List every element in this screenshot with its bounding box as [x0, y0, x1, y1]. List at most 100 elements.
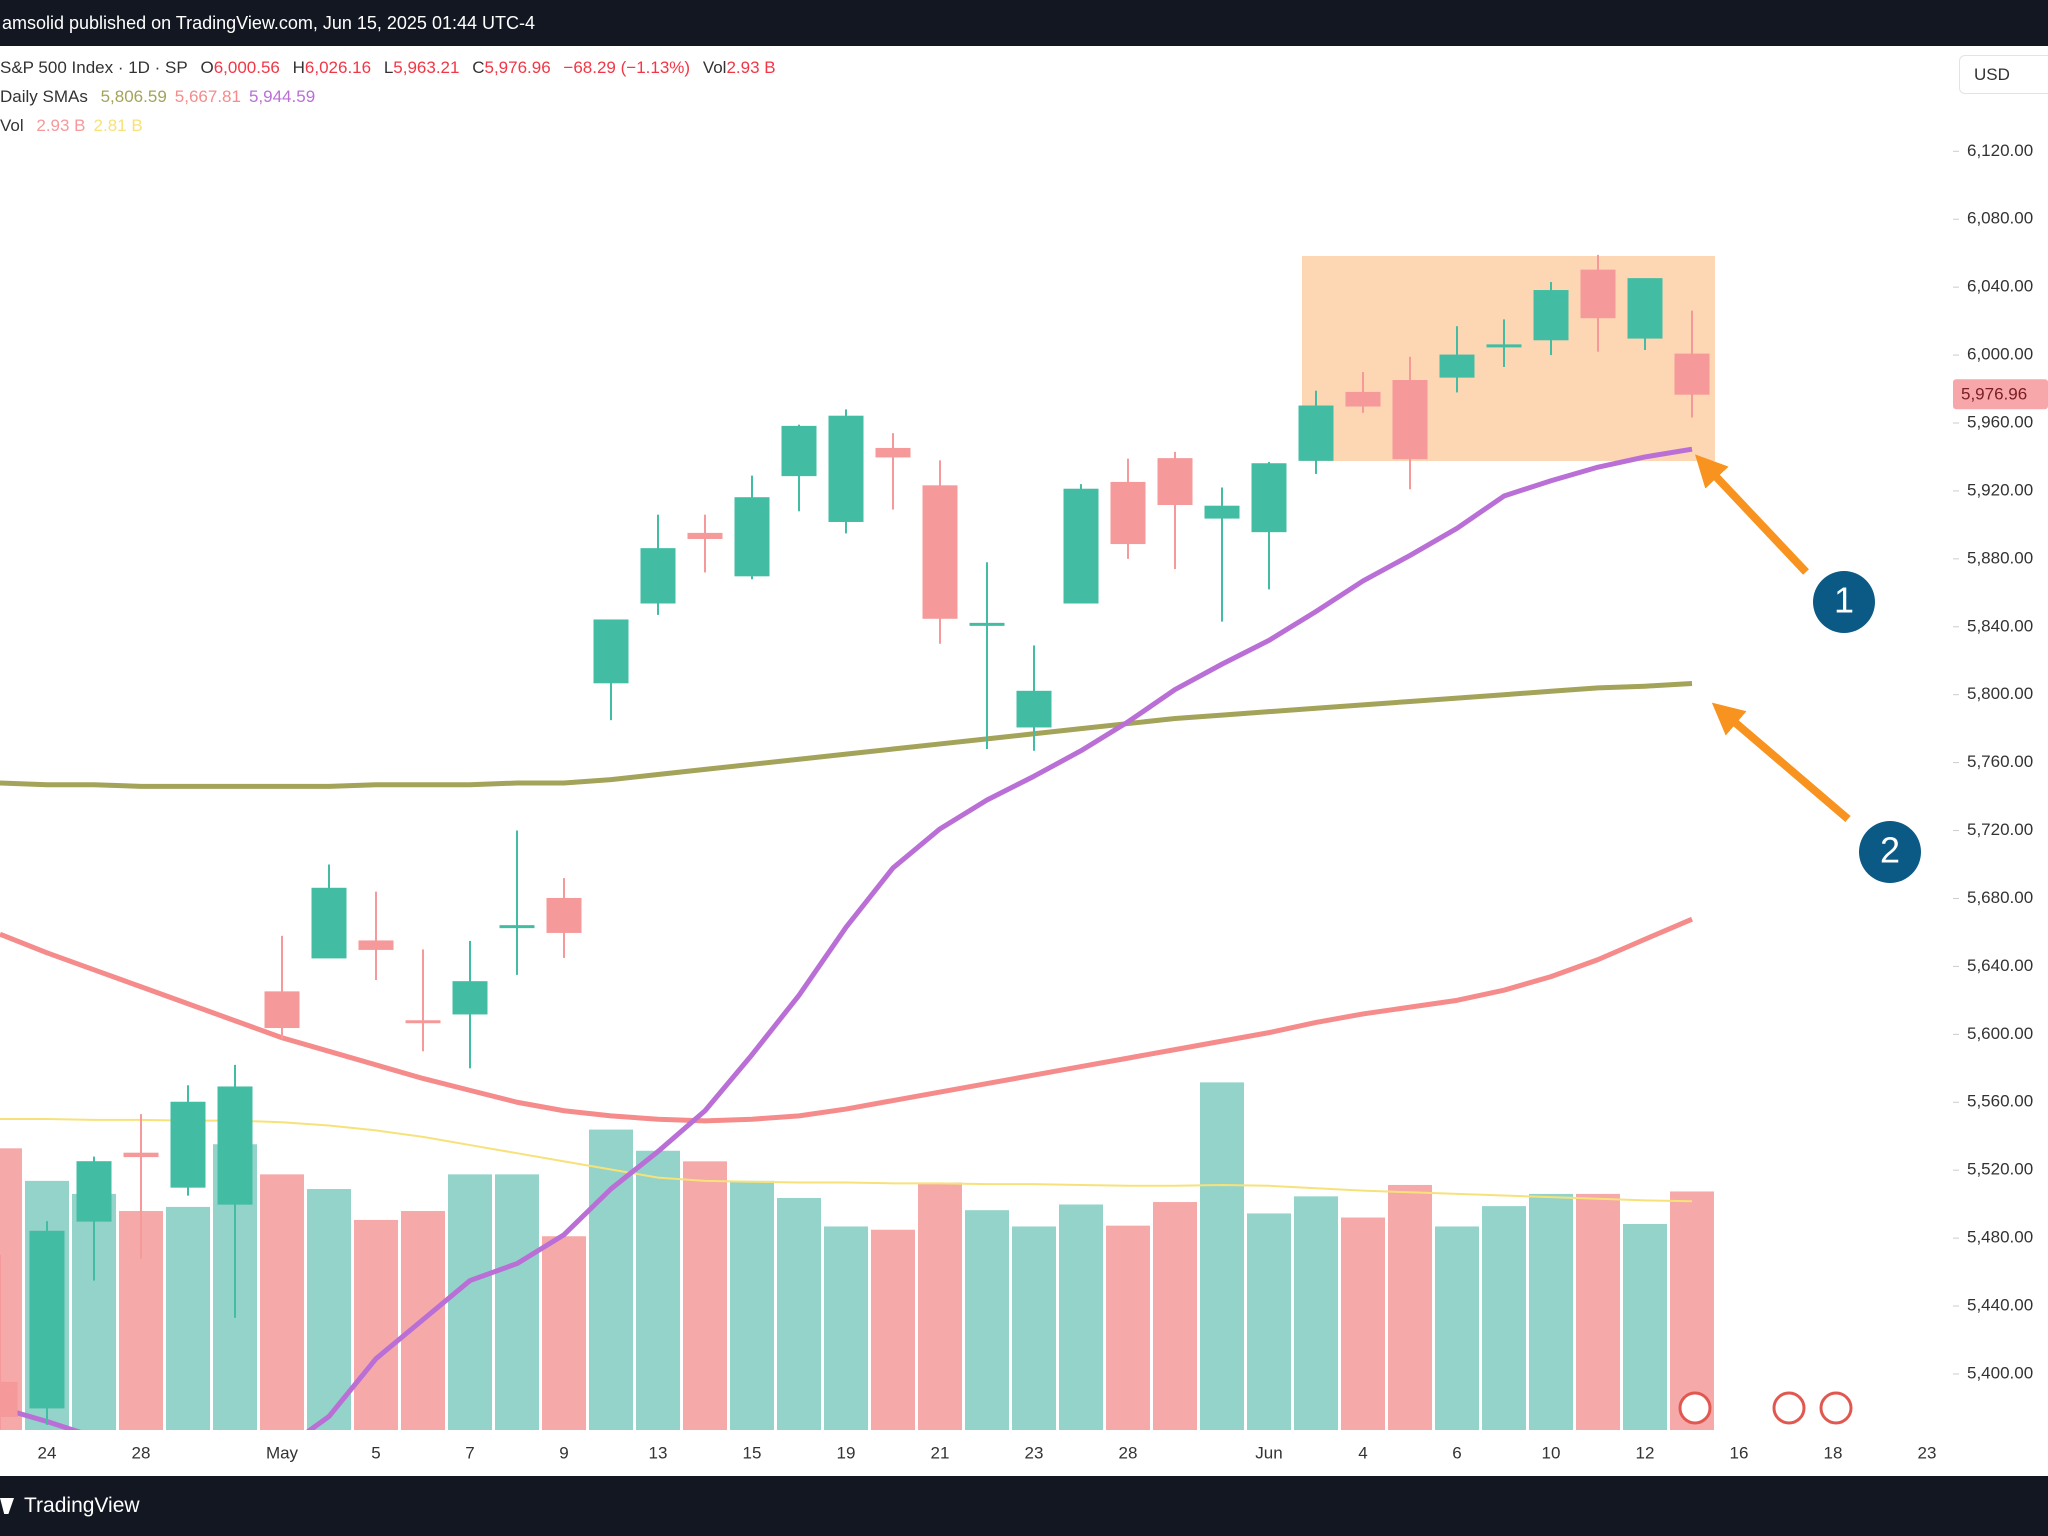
y-tick-label: 5,840.00: [1967, 616, 2033, 635]
sma-value: 5,806.59: [100, 87, 167, 106]
candle-body: [640, 548, 676, 604]
volume-bar: [636, 1150, 680, 1430]
volume-bar: [1012, 1226, 1056, 1430]
candle-body: [922, 485, 958, 619]
sma-line: [0, 916, 1693, 1124]
arrow: [1695, 454, 1809, 575]
candle-body: [499, 925, 535, 929]
sma-line: [0, 446, 1693, 1430]
volume-bar: [1106, 1225, 1150, 1430]
ohlc-value: 5,976.96: [484, 58, 551, 77]
volume-bar: [1247, 1213, 1291, 1430]
x-tick-label: May: [266, 1443, 299, 1462]
y-tick-label: 5,720.00: [1967, 820, 2033, 839]
volume-bar: [1482, 1206, 1526, 1430]
x-tick-label: 23: [1025, 1443, 1044, 1462]
vol-value: 2.93 B: [726, 58, 776, 77]
volume-pane: [0, 1082, 1714, 1430]
volume-bar: [918, 1182, 962, 1430]
x-tick-label: 5: [371, 1443, 380, 1462]
candle-body: [1298, 405, 1334, 461]
volume-bar: [683, 1161, 727, 1430]
x-tick-label: 24: [38, 1443, 57, 1462]
x-tick-label: 23: [1918, 1443, 1937, 1462]
candle-body: [1580, 269, 1616, 319]
y-tick-label: 5,640.00: [1967, 956, 2033, 975]
y-tick-label: 5,760.00: [1967, 752, 2033, 771]
volume-bar: [166, 1206, 210, 1430]
volume-bar: [1059, 1204, 1103, 1430]
y-tick-label: 5,960.00: [1967, 412, 2033, 431]
y-tick-label: 5,600.00: [1967, 1024, 2033, 1043]
volume-bar: [448, 1174, 492, 1430]
sma-value: 5,944.59: [248, 87, 316, 106]
ohlc-value: 5,963.21: [393, 58, 460, 77]
annotation-number: 2: [1880, 830, 1900, 871]
candles: [0, 254, 1710, 1430]
x-tick-label: 4: [1358, 1443, 1367, 1462]
annotation-number: 1: [1834, 580, 1854, 621]
y-tick-label: 6,120.00: [1967, 141, 2033, 160]
candle-body: [264, 991, 300, 1029]
candle-body: [358, 940, 394, 950]
event-icon[interactable]: [1678, 1391, 1712, 1425]
volume-bar: [542, 1236, 586, 1430]
volume-bar: [1435, 1226, 1479, 1430]
y-tick-label: 5,680.00: [1967, 888, 2033, 907]
candle-body: [1204, 505, 1240, 519]
candle-body: [1063, 488, 1099, 604]
candle-body: [1439, 354, 1475, 378]
ohlc-label: H: [292, 58, 305, 77]
volume-bar: [1153, 1202, 1197, 1430]
ohlc-value: 6,026.16: [304, 58, 372, 77]
footer: TradingView: [0, 1476, 2048, 1536]
volume-bar: [1294, 1196, 1338, 1430]
x-tick-label: 12: [1636, 1443, 1655, 1462]
candle-body: [1627, 278, 1663, 339]
event-icons: [1678, 1391, 1853, 1425]
candle-body: [1674, 353, 1710, 395]
candle-body: [217, 1086, 253, 1205]
legend-line: Daily SMAs 5,806.59 5,667.81 5,944.59: [0, 87, 323, 107]
candle-body: [29, 1230, 65, 1409]
event-icon[interactable]: [1772, 1391, 1806, 1425]
x-tick-label: 6: [1452, 1443, 1461, 1462]
candle-body: [1016, 690, 1052, 728]
ohlc-label: O: [200, 58, 214, 77]
candle-body: [76, 1161, 112, 1222]
volume-bar: [1576, 1193, 1620, 1430]
volume-bar: [871, 1229, 915, 1430]
x-tick-label: 18: [1824, 1443, 1843, 1462]
event-icon[interactable]: [1819, 1391, 1853, 1425]
candle-body: [875, 447, 911, 458]
volume-bar: [730, 1180, 774, 1430]
candle-body: [1157, 458, 1193, 506]
x-tick-label: 9: [559, 1443, 568, 1462]
annotation-badge: [1813, 571, 1875, 633]
volume-bar: [965, 1210, 1009, 1430]
candle-body: [405, 1020, 441, 1024]
candle-body: [593, 619, 629, 684]
volume-bar: [307, 1189, 351, 1430]
arrow: [1711, 702, 1851, 823]
header: amsolid published on TradingView.com, Ju…: [0, 0, 2048, 46]
candle-body: [546, 897, 582, 933]
candle-body: [828, 415, 864, 522]
volume-bar: [1388, 1184, 1432, 1430]
candle-body: [1533, 290, 1569, 341]
x-tick-label: 10: [1542, 1443, 1561, 1462]
ohlc-label: L: [383, 58, 394, 77]
currency-button[interactable]: USD: [1959, 55, 2048, 94]
candle-body: [969, 622, 1005, 626]
y-tick-label: 5,920.00: [1967, 480, 2033, 499]
volume-bar: [260, 1174, 304, 1430]
y-tick-label: 5,800.00: [1967, 684, 2033, 703]
volume-bar: [1529, 1193, 1573, 1430]
candle-body: [123, 1152, 159, 1158]
y-tick-label: 6,000.00: [1967, 345, 2033, 364]
candle-body: [1392, 380, 1428, 460]
change: −68.29 (−1.13%): [563, 58, 691, 77]
x-tick-label: 19: [837, 1443, 856, 1462]
candle-body: [687, 532, 723, 539]
candle-body: [781, 425, 817, 477]
